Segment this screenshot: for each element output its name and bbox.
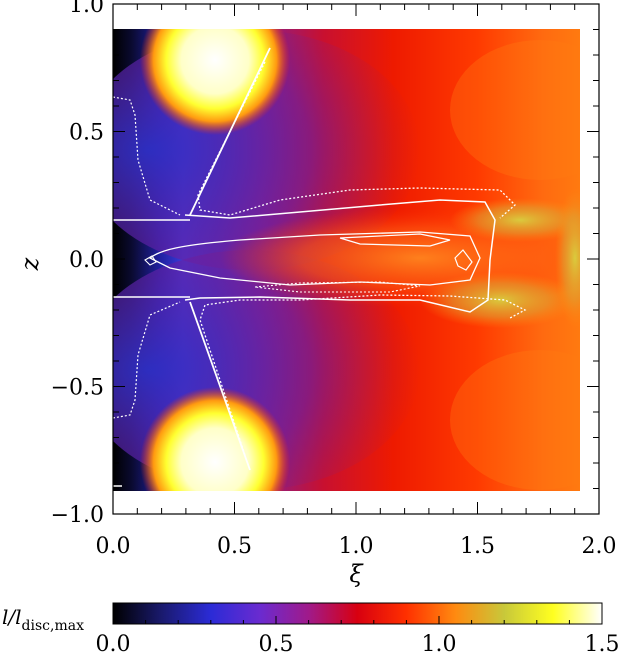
heatmap-field (113, 29, 580, 491)
y-axis-label: z (16, 257, 44, 271)
x-tick-label: 0.5 (217, 534, 252, 559)
solid-contour-outer (184, 199, 496, 313)
colorbar-label: l/ldisc,max (2, 605, 84, 634)
dotted-contour-inner (254, 281, 421, 293)
y-ticks (113, 3, 599, 515)
y-tick-labels: 1.0 0.5 0.0 −0.5 −1.0 (51, 0, 104, 528)
y-tick-label: −1.0 (51, 503, 104, 528)
colorbar-label-sub: disc,max (22, 618, 85, 634)
orange-band-lower-right (450, 350, 580, 490)
colorbar-label-main: l/l (2, 605, 22, 629)
dotted-contour-left-upper (113, 96, 181, 216)
colorbar-tick-label: 1.0 (422, 632, 457, 654)
x-tick-label: 1.0 (339, 534, 374, 559)
yellow-patch-upper (450, 198, 580, 242)
dotted-contour-wedge-upper (197, 61, 516, 219)
x-tick-label: 1.5 (460, 534, 495, 559)
x-axis-label: ξ (349, 560, 364, 588)
bright-lobe-bottom (140, 387, 290, 491)
contour-overlay (113, 47, 527, 487)
y-tick-label: 1.0 (69, 0, 104, 18)
solid-contour-core (339, 233, 451, 247)
x-tick-labels: 0.0 0.5 1.0 1.5 2.0 (96, 534, 617, 559)
orange-band-upper-right (450, 40, 580, 180)
solid-contour-blob (454, 249, 473, 271)
colorbar-ticks (112, 616, 603, 624)
dotted-contour-wedge-lower (199, 294, 527, 456)
colorbar: 0.0 0.5 1.0 1.5 l/ldisc,max (2, 602, 620, 654)
yellow-patch-edge (555, 188, 580, 328)
bright-lobe-top (140, 29, 290, 135)
y-tick-label: −0.5 (51, 376, 104, 401)
colorbar-tick-label: 1.5 (585, 632, 620, 654)
dotted-contour-left-lower (113, 301, 181, 419)
colorbar-tick-labels: 0.0 0.5 1.0 1.5 (96, 632, 620, 654)
colorbar-tick-label: 0.0 (96, 632, 131, 654)
x-tick-label: 0.0 (96, 534, 131, 559)
colorbar-ramp (112, 602, 603, 625)
y-tick-label: 0.0 (69, 248, 104, 273)
x-ticks (112, 4, 600, 514)
small-contour-left (144, 255, 157, 266)
y-tick-label: 0.5 (69, 121, 104, 146)
x-tick-label: 2.0 (582, 534, 617, 559)
colorbar-tick-label: 0.5 (259, 632, 294, 654)
